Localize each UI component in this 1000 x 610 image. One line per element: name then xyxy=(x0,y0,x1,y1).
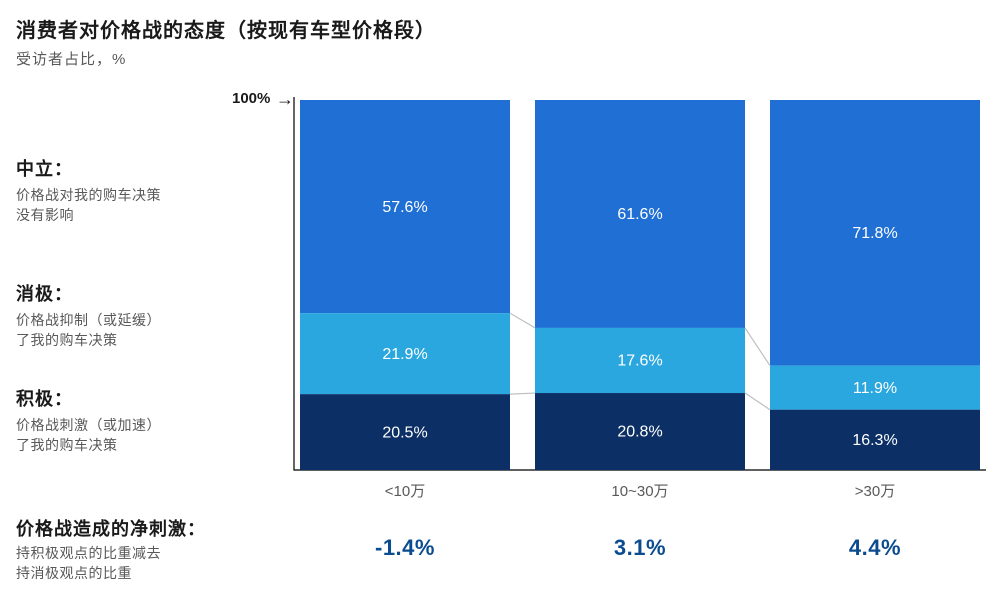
page-root: 消费者对价格战的态度（按现有车型价格段） 受访者占比，% 100% → 中立： … xyxy=(0,0,1000,610)
bar-segment-label: 16.3% xyxy=(852,432,897,449)
bar-segment-label: 61.6% xyxy=(617,206,662,223)
category-label: <10万 xyxy=(300,480,510,501)
bar-segment-label: 57.6% xyxy=(382,199,427,216)
bar-segment-label: 71.8% xyxy=(852,225,897,242)
category-label: >30万 xyxy=(770,480,980,501)
connector-line xyxy=(745,328,770,366)
net-stimulus-value: 4.4% xyxy=(770,535,980,561)
bar-segment-label: 21.9% xyxy=(382,346,427,363)
category-label: 10~30万 xyxy=(535,480,745,501)
net-stimulus-value: 3.1% xyxy=(535,535,745,561)
bar-segment-label: 20.5% xyxy=(382,424,427,441)
bar-segment-label: 20.8% xyxy=(617,424,662,441)
net-stimulus-value: -1.4% xyxy=(300,535,510,561)
connector-line xyxy=(510,393,535,394)
stacked-bar-chart: 57.6% 21.9% 20.5% 61.6% 17.6% 20.8% 71.8% 11.9%… xyxy=(0,0,1000,610)
bar-segment-label: 17.6% xyxy=(617,353,662,370)
connector-line xyxy=(745,393,770,410)
connector-line xyxy=(510,313,535,328)
bar-segment-label: 11.9% xyxy=(853,380,897,397)
